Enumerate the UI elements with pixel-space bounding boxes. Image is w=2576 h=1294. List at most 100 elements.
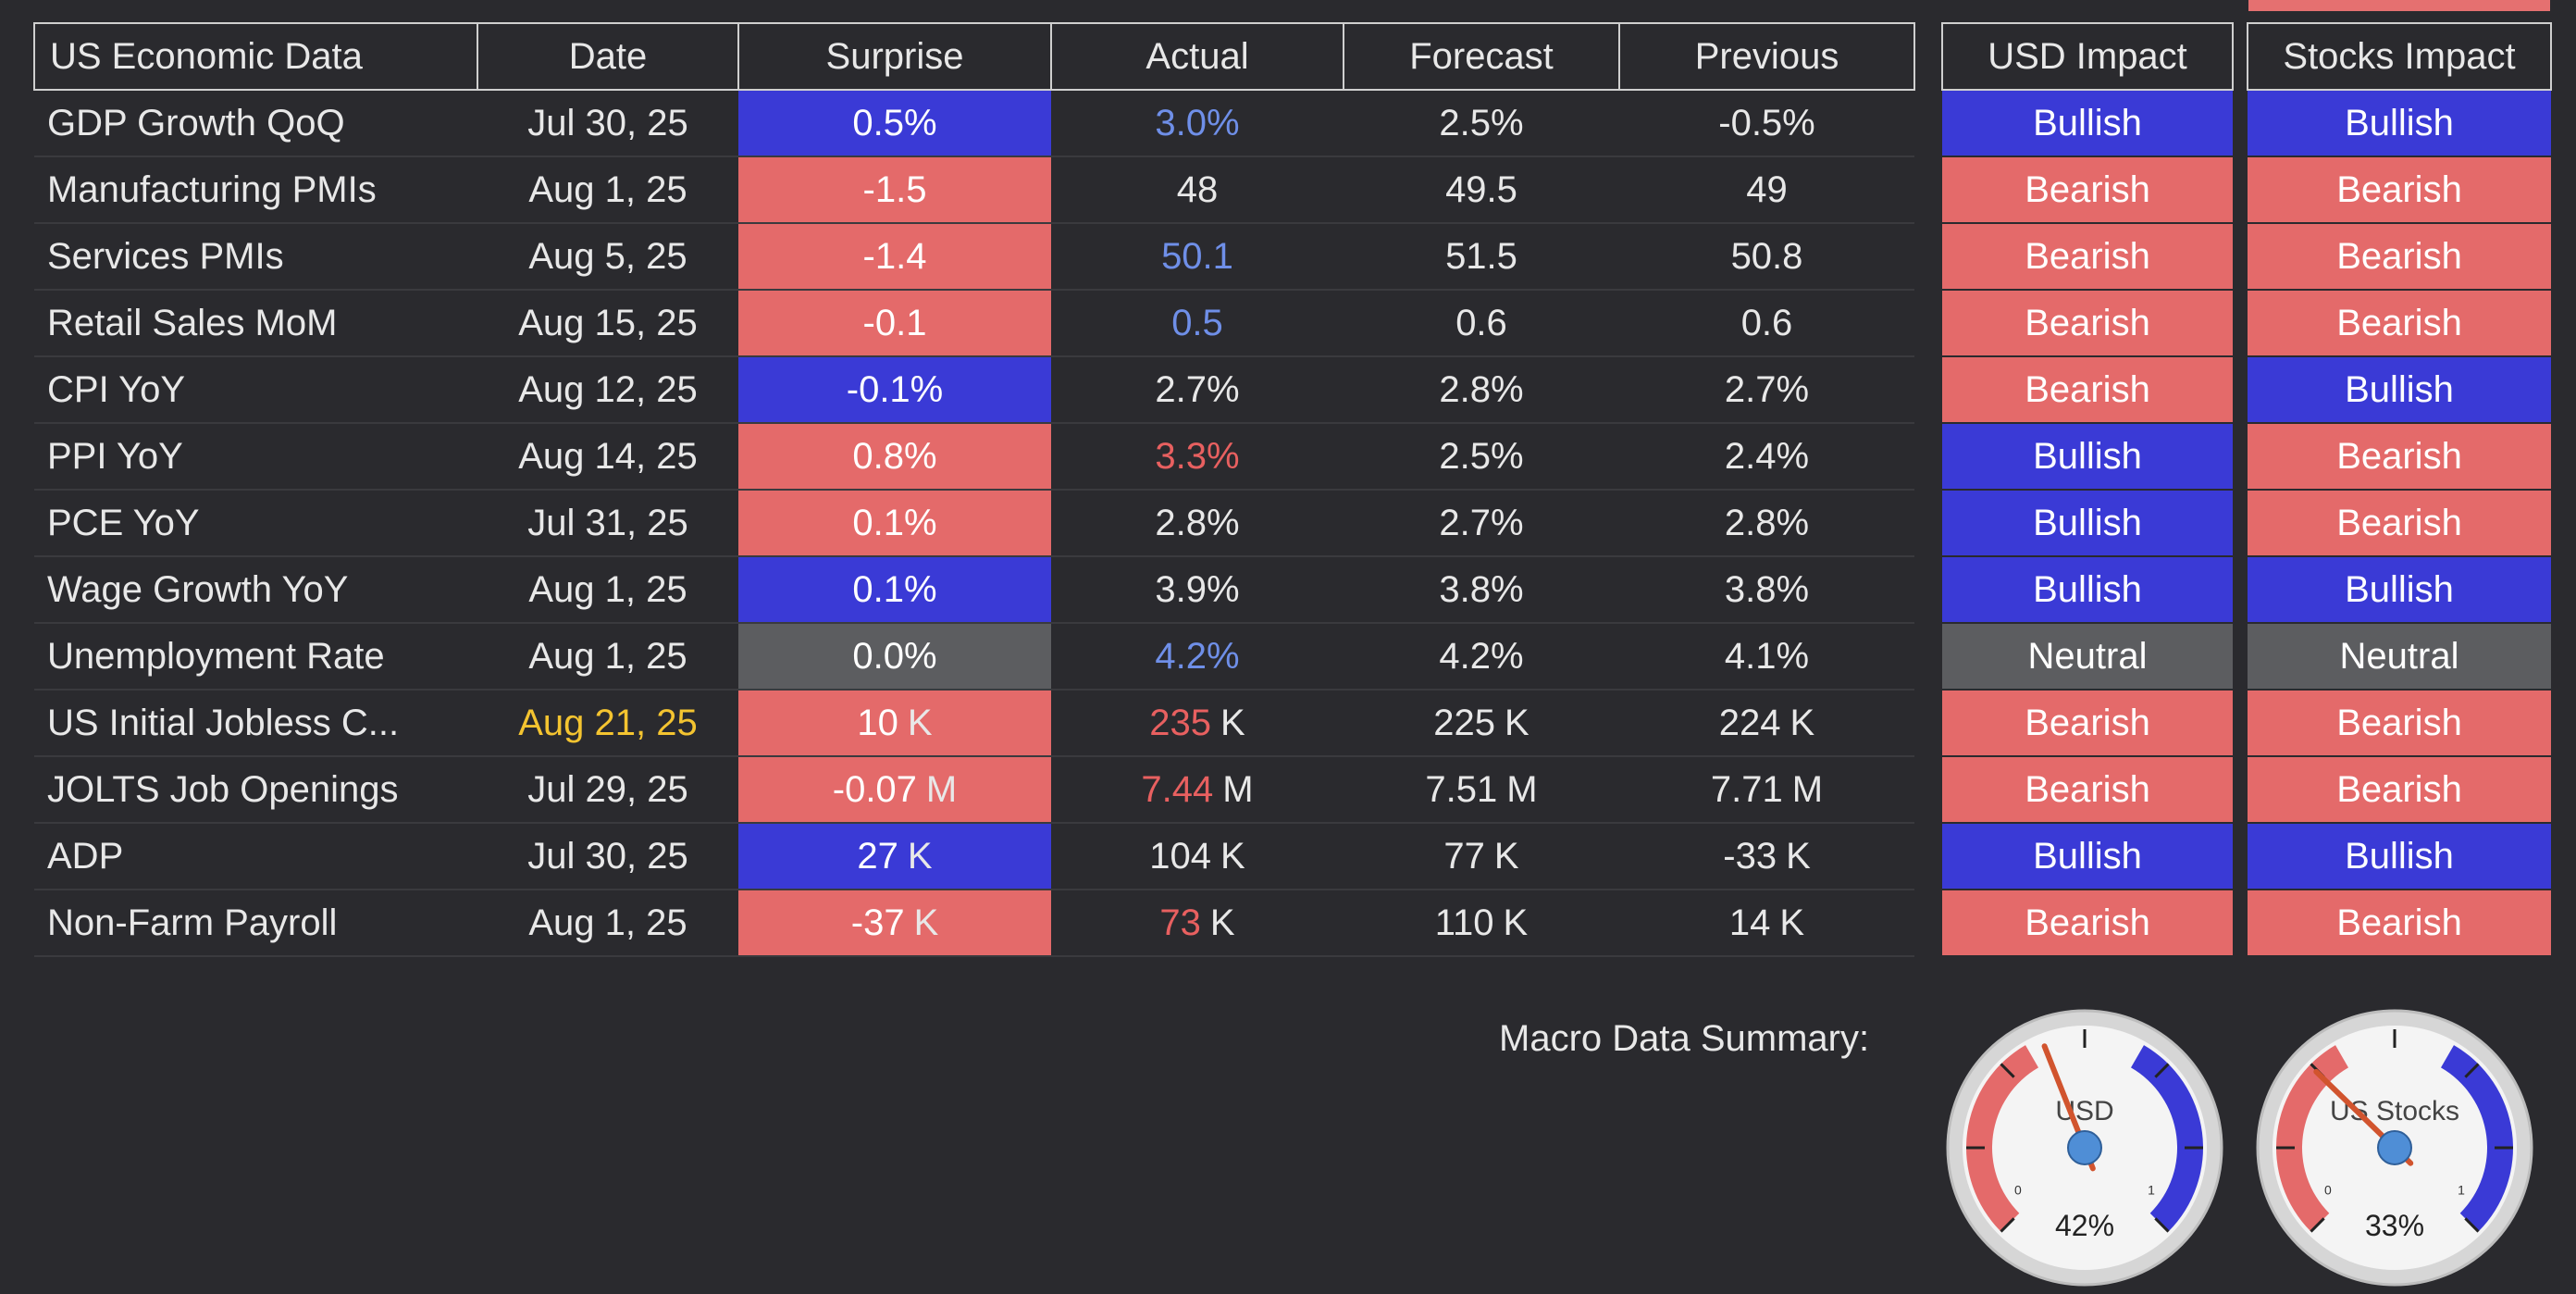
header-stocks-impact[interactable]: Stocks Impact: [2247, 22, 2552, 91]
usd-impact-badge: Bearish: [1942, 690, 2233, 757]
table-row[interactable]: Wage Growth YoY Aug 1, 25 0.1% 3.9% 3.8% 3.8%: [34, 556, 1914, 624]
usd-impact-row: Bearish: [1942, 356, 2233, 424]
actual-value: 3.9%: [1155, 568, 1240, 610]
indicator-name: Unemployment Rate: [47, 635, 385, 677]
usd-impact-badge: Neutral: [1942, 623, 2233, 691]
surprise-cell: 10 K: [738, 690, 1051, 757]
usd-impact-badge: Bullish: [1942, 823, 2233, 890]
table-row[interactable]: CPI YoY Aug 12, 25 -0.1% 2.7% 2.8% 2.7%: [34, 356, 1914, 424]
table-row[interactable]: US Initial Jobless C... Aug 21, 25 10 K 235 K…: [34, 690, 1914, 757]
surprise-unit: K: [907, 702, 933, 743]
previous-cell: 2.4%: [1619, 423, 1914, 491]
forecast-cell: 49.5: [1344, 156, 1619, 224]
forecast-unit: K: [1503, 902, 1529, 943]
table-header-row: US Economic Data Date Surprise Actual Fo…: [33, 22, 1915, 91]
stocks-impact-row: Bearish: [2248, 156, 2551, 224]
header-usd-impact[interactable]: USD Impact: [1941, 22, 2234, 91]
usd-gauge-tick-6: [2154, 1217, 2170, 1233]
date-value: Aug 12, 25: [518, 368, 698, 410]
date-cell: Jul 30, 25: [477, 823, 738, 890]
date-cell: Aug 15, 25: [477, 290, 738, 357]
usd-impact-row: Bullish: [1942, 490, 2233, 557]
forecast-unit: K: [1505, 702, 1530, 743]
usd-impact-row: Bullish: [1942, 823, 2233, 890]
usd-impact-badge: Bullish: [1942, 490, 2233, 557]
surprise-cell: 0.8%: [738, 423, 1051, 491]
forecast-cell: 3.8%: [1344, 556, 1619, 624]
usd-gauge-tick-2: [2000, 1063, 2015, 1078]
header-forecast[interactable]: Forecast: [1343, 22, 1620, 91]
indicator-name-cell: Wage Growth YoY: [34, 556, 477, 624]
date-cell: Aug 1, 25: [477, 623, 738, 691]
stocks-gauge-title: US Stocks: [2330, 1096, 2459, 1126]
table-row[interactable]: Retail Sales MoM Aug 15, 25 -0.1 0.5 0.6 0.6: [34, 290, 1914, 357]
stocks-gauge-tick-6: [2464, 1217, 2480, 1233]
indicator-name-cell: JOLTS Job Openings: [34, 756, 477, 824]
forecast-unit: K: [1493, 835, 1519, 877]
stocks-impact-badge: Bearish: [2248, 290, 2551, 357]
indicator-name: GDP Growth QoQ: [47, 102, 345, 143]
stocks-impact-row: Bearish: [2248, 290, 2551, 357]
stocks-gauge-bear-zone: [2276, 1045, 2348, 1232]
usd-impact-row: Bullish: [1942, 423, 2233, 491]
actual-cell: 3.9%: [1051, 556, 1344, 624]
header-date[interactable]: Date: [477, 22, 739, 91]
indicator-name: ADP: [47, 835, 124, 877]
table-row[interactable]: Services PMIs Aug 5, 25 -1.4 50.1 51.5 50.8: [34, 223, 1914, 291]
forecast-unit: M: [1506, 768, 1538, 810]
indicator-name-cell: Manufacturing PMIs: [34, 156, 477, 224]
stocks-gauge: 0 1 US Stocks 33%: [2256, 1009, 2533, 1287]
surprise-cell: 27 K: [738, 823, 1051, 890]
table-row[interactable]: Non-Farm Payroll Aug 1, 25 -37 K 73 K 110 K 14 K: [34, 890, 1914, 957]
date-cell: Aug 12, 25: [477, 356, 738, 424]
table-row[interactable]: Manufacturing PMIs Aug 1, 25 -1.5 48 49.5 49: [34, 156, 1914, 224]
previous-cell: 224 K: [1619, 690, 1914, 757]
previous-cell: 14 K: [1619, 890, 1914, 957]
stocks-gauge-tick-0: [2310, 1217, 2325, 1233]
forecast-value: 2.8%: [1439, 368, 1524, 410]
indicator-name-cell: Retail Sales MoM: [34, 290, 477, 357]
date-value: Jul 31, 25: [527, 502, 688, 543]
previous-value: 2.8%: [1724, 502, 1810, 543]
table-row[interactable]: PPI YoY Aug 14, 25 0.8% 3.3% 2.5% 2.4%: [34, 423, 1914, 491]
forecast-value: 51.5: [1445, 235, 1517, 277]
stocks-impact-row: Bearish: [2248, 490, 2551, 557]
actual-cell: 48: [1051, 156, 1344, 224]
date-cell: Aug 1, 25: [477, 156, 738, 224]
actual-cell: 2.8%: [1051, 490, 1344, 557]
forecast-value: 225: [1433, 702, 1496, 743]
table-row[interactable]: JOLTS Job Openings Jul 29, 25 -0.07 M 7.44 M 7…: [34, 756, 1914, 824]
previous-cell: 0.6: [1619, 290, 1914, 357]
date-cell: Aug 5, 25: [477, 223, 738, 291]
date-value: Jul 30, 25: [527, 835, 688, 877]
previous-unit: K: [1790, 702, 1815, 743]
stocks-impact-badge: Bullish: [2248, 90, 2551, 157]
previous-cell: 4.1%: [1619, 623, 1914, 691]
forecast-value: 49.5: [1445, 168, 1517, 210]
stocks-impact-badge: Bullish: [2248, 356, 2551, 424]
actual-cell: 73 K: [1051, 890, 1344, 957]
usd-impact-badge: Bearish: [1942, 890, 2233, 957]
indicator-name: Retail Sales MoM: [47, 302, 338, 343]
previous-cell: 50.8: [1619, 223, 1914, 291]
previous-value: 14: [1728, 902, 1771, 943]
table-row[interactable]: GDP Growth QoQ Jul 30, 25 0.5% 3.0% 2.5% -0.5…: [34, 90, 1914, 157]
header-previous[interactable]: Previous: [1618, 22, 1915, 91]
actual-unit: K: [1220, 702, 1245, 743]
table-row[interactable]: ADP Jul 30, 25 27 K 104 K 77 K -33 K: [34, 823, 1914, 890]
previous-value: 4.1%: [1724, 635, 1810, 677]
previous-value: -33: [1723, 835, 1777, 877]
header-indicator[interactable]: US Economic Data: [33, 22, 478, 91]
usd-impact-row: Bearish: [1942, 756, 2233, 824]
previous-unit: M: [1791, 768, 1824, 810]
indicator-name: Wage Growth YoY: [47, 568, 349, 610]
header-actual[interactable]: Actual: [1050, 22, 1344, 91]
stocks-impact-badge: Bearish: [2248, 423, 2551, 491]
header-surprise[interactable]: Surprise: [737, 22, 1052, 91]
table-row[interactable]: Unemployment Rate Aug 1, 25 0.0% 4.2% 4.2% 4.…: [34, 623, 1914, 691]
table-row[interactable]: PCE YoY Jul 31, 25 0.1% 2.8% 2.7% 2.8%: [34, 490, 1914, 557]
stocks-impact-row: Bullish: [2248, 356, 2551, 424]
indicator-name-cell: Non-Farm Payroll: [34, 890, 477, 957]
surprise-cell: -37 K: [738, 890, 1051, 957]
